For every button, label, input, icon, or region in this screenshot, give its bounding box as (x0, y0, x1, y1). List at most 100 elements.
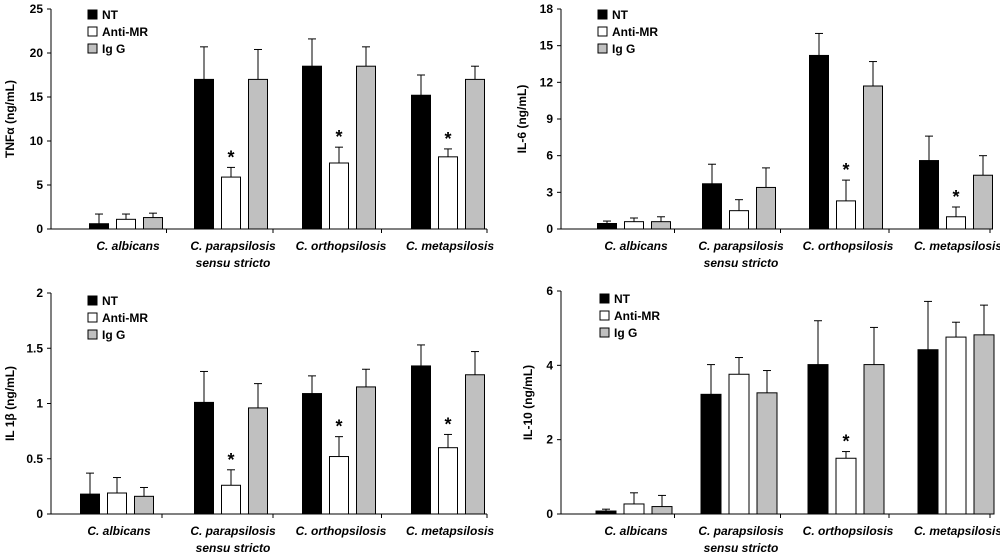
bar-nt (194, 401, 214, 515)
y-tick-label: 12 (540, 75, 554, 89)
category-label: C. orthopsilosis (296, 239, 387, 253)
y-tick-label: 0 (36, 507, 43, 521)
bar-anti-mr (946, 216, 966, 230)
significance-star: * (335, 417, 342, 437)
bar-ig-g (465, 78, 485, 230)
bar-nt (80, 493, 100, 515)
category-label: sensu stricto (704, 541, 779, 553)
y-tick-label: 4 (546, 358, 553, 372)
bar-nt (194, 78, 214, 230)
bar-nt (595, 510, 617, 515)
legend-swatch (597, 26, 608, 37)
legend-swatch (87, 295, 98, 306)
y-tick-label: 0.5 (26, 452, 43, 466)
bar-anti-mr (116, 218, 136, 230)
y-tick-label: 15 (540, 39, 554, 53)
y-tick-label: 2 (546, 433, 553, 447)
bar-ig-g (973, 174, 993, 230)
significance-star: * (952, 187, 959, 207)
panel-il-6: 0 3 6 9 12 15 18 IL-6 (ng/mL) C. albicans C. para… (515, 2, 1000, 270)
legend-swatch (87, 43, 98, 54)
bar-anti-mr (728, 373, 750, 515)
category-label: C. metapsilosis (914, 524, 1000, 538)
y-tick-label: 9 (546, 112, 553, 126)
bar-ig-g (248, 78, 268, 230)
y-tick-label: 10 (30, 134, 44, 148)
y-tick-label: 20 (30, 46, 44, 60)
bar-anti-mr (729, 210, 749, 230)
bar-ig-g (756, 392, 778, 515)
category-label: C. parapsilosis (698, 239, 784, 253)
legend-label: Anti-MR (614, 309, 660, 323)
bar-nt (809, 54, 829, 230)
category-label: C. metapsilosis (914, 239, 1000, 253)
bar-anti-mr (329, 162, 349, 230)
legend-label: NT (612, 8, 629, 22)
category-label: sensu stricto (704, 256, 779, 270)
category-label: C. orthopsilosis (296, 524, 387, 538)
significance-star: * (227, 147, 234, 167)
legend-label: Anti-MR (102, 311, 148, 325)
legend-label: NT (102, 8, 119, 22)
bar-ig-g (863, 364, 885, 515)
legend-label: Anti-MR (612, 25, 658, 39)
legend-label: Ig G (612, 42, 635, 56)
legend-label: Ig G (102, 42, 125, 56)
panel-il-1-beta: 0 0.5 1 1.5 2 IL 1β (ng/mL) C. albicans C. para… (3, 286, 494, 553)
bar-ig-g (651, 221, 671, 230)
category-label: C. parapsilosis (190, 239, 276, 253)
category-label: C. orthopsilosis (803, 239, 894, 253)
bar-nt (411, 365, 431, 515)
legend-label: NT (102, 294, 119, 308)
bar-ig-g (356, 65, 376, 230)
legend-label: Ig G (614, 326, 637, 340)
bar-anti-mr (329, 456, 349, 515)
y-tick-label: 2 (36, 286, 43, 300)
y-axis-label: IL-10 (ng/mL) (521, 365, 535, 440)
bar-nt (302, 65, 322, 230)
bar-anti-mr (107, 492, 127, 515)
y-axis-label: TNFα (ng/mL) (3, 80, 17, 158)
y-axis-label: IL-6 (ng/mL) (515, 85, 529, 154)
legend-swatch (87, 9, 98, 20)
bar-ig-g (356, 386, 376, 515)
legend-swatch (87, 329, 98, 340)
bar-ig-g (465, 374, 485, 515)
y-tick-label: 15 (30, 90, 44, 104)
y-tick-label: 0 (546, 222, 553, 236)
y-tick-label: 0 (36, 222, 43, 236)
bar-nt (919, 160, 939, 230)
significance-star: * (227, 450, 234, 470)
bar-anti-mr (836, 200, 856, 230)
legend-label: NT (614, 292, 631, 306)
significance-star: * (444, 129, 451, 149)
y-tick-label: 3 (546, 185, 553, 199)
y-tick-label: 1 (36, 397, 43, 411)
bar-anti-mr (835, 457, 857, 515)
y-axis-label: IL 1β (ng/mL) (3, 366, 17, 441)
bar-anti-mr (438, 447, 458, 515)
bar-anti-mr (623, 503, 645, 515)
y-tick-label: 6 (546, 284, 553, 298)
bar-ig-g (756, 186, 776, 230)
legend-swatch (599, 293, 610, 304)
panel-il-10: 0 2 4 6 IL-10 (ng/mL) C. albicans C. parapsilo… (521, 284, 1000, 553)
bar-anti-mr (438, 156, 458, 230)
bar-nt (411, 94, 431, 230)
y-tick-label: 0 (546, 507, 553, 521)
bar-nt (807, 364, 829, 515)
category-label: C. albicans (604, 239, 668, 253)
bar-nt (702, 183, 722, 230)
legend-swatch (597, 43, 608, 54)
category-label: C. albicans (87, 524, 151, 538)
category-label: C. albicans (604, 524, 668, 538)
significance-star: * (335, 127, 342, 147)
significance-star: * (444, 414, 451, 434)
bar-anti-mr (221, 176, 241, 230)
y-tick-label: 1.5 (26, 341, 43, 355)
bar-nt (700, 393, 722, 515)
bar-ig-g (143, 217, 163, 230)
category-label: sensu stricto (196, 541, 271, 553)
bar-ig-g (863, 85, 883, 230)
bar-nt (597, 223, 617, 230)
